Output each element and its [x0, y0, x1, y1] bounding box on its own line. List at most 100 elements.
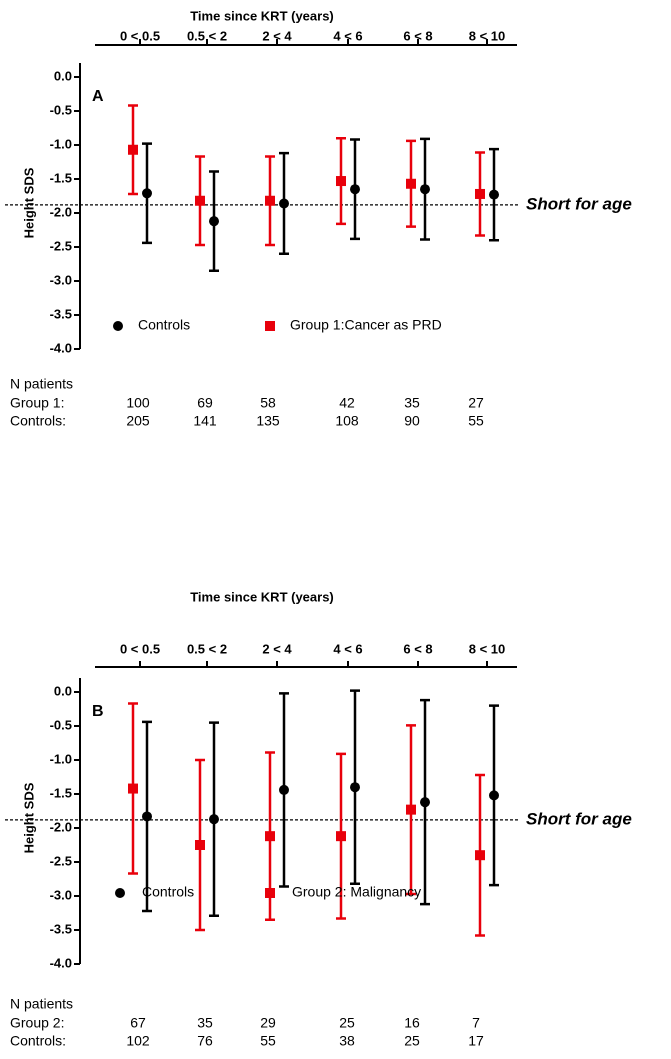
table-cell: 108 — [335, 413, 359, 429]
point — [350, 782, 360, 793]
y-tick-label: -1.5 — [50, 785, 72, 800]
y-tick-label: -1.5 — [50, 170, 72, 185]
y-tick-label: -0.5 — [50, 102, 72, 117]
table-row-label: Group 1: — [10, 395, 64, 411]
point — [489, 189, 499, 200]
legend-label: Group 2: Malignancy — [292, 884, 421, 900]
y-tick-label: -2.5 — [50, 238, 72, 253]
y-tick-label: -2.5 — [50, 853, 72, 868]
x-tick-label: 8 < 10 — [469, 641, 506, 656]
table-cell: 38 — [339, 1033, 355, 1049]
point — [195, 195, 205, 206]
legend-label: Group 1:Cancer as PRD — [290, 317, 442, 333]
table-cell: 16 — [404, 1015, 420, 1031]
table-cell: 102 — [126, 1033, 150, 1049]
y-tick-label: -4.0 — [50, 340, 72, 355]
y-axis-title: Height SDS — [21, 782, 36, 853]
y-tick-label: -3.0 — [50, 272, 72, 287]
table-cell: 76 — [197, 1033, 213, 1049]
y-axis-title: Height SDS — [21, 167, 36, 238]
reference-label: Short for age — [526, 809, 632, 828]
x-tick-label: 0 < 0.5 — [120, 641, 160, 656]
point — [128, 783, 138, 794]
table-row-label: Controls: — [10, 1033, 66, 1049]
legend-label: Controls — [142, 884, 194, 900]
table-cell: 90 — [404, 413, 420, 429]
y-tick-label: -2.0 — [50, 819, 72, 834]
y-tick-label: -3.5 — [50, 306, 72, 321]
y-tick-label: -0.5 — [50, 717, 72, 732]
table-cell: 42 — [339, 395, 355, 411]
point — [265, 195, 275, 206]
table-row-label: Group 2: — [10, 1015, 64, 1031]
x-tick-label: 0.5 < 2 — [187, 641, 227, 656]
reference-label: Short for age — [526, 194, 632, 213]
point — [475, 850, 485, 861]
x-tick-label: 2 < 4 — [262, 28, 292, 43]
point — [142, 811, 152, 822]
point — [489, 790, 499, 801]
y-tick-label: -1.0 — [50, 751, 72, 766]
point — [336, 176, 346, 187]
table-row-label: Controls: — [10, 413, 66, 429]
y-tick-label: -2.0 — [50, 204, 72, 219]
table-cell: 25 — [404, 1033, 420, 1049]
x-tick-label: 8 < 10 — [469, 28, 506, 43]
point — [420, 184, 430, 195]
y-tick-label: -3.0 — [50, 887, 72, 902]
x-tick-label: 4 < 6 — [333, 28, 362, 43]
table-cell: 55 — [468, 413, 484, 429]
x-tick-label: 6 < 8 — [403, 641, 432, 656]
table-cell: 35 — [197, 1015, 213, 1031]
table-cell: 27 — [468, 395, 484, 411]
point — [279, 784, 289, 795]
legend-marker — [113, 321, 123, 331]
x-tick-label: 0 < 0.5 — [120, 28, 160, 43]
table-cell: 67 — [130, 1015, 146, 1031]
table-cell: 205 — [126, 413, 150, 429]
point — [195, 840, 205, 850]
point — [209, 216, 219, 227]
point — [265, 831, 275, 842]
point — [128, 144, 138, 155]
legend-marker — [115, 888, 125, 898]
x-tick-label: 6 < 8 — [403, 28, 432, 43]
point — [336, 831, 346, 842]
x-tick-label: 2 < 4 — [262, 641, 292, 656]
table-cell: 55 — [260, 1033, 276, 1049]
point — [475, 188, 485, 199]
legend-marker — [265, 321, 275, 331]
x-tick-label: 0.5 < 2 — [187, 28, 227, 43]
y-tick-label: 0.0 — [54, 683, 72, 698]
table-title: N patients — [10, 996, 73, 1012]
y-tick-label: -4.0 — [50, 955, 72, 970]
legend-label: Controls — [138, 317, 190, 333]
point — [209, 814, 219, 825]
table-cell: 100 — [126, 395, 150, 411]
table-cell: 29 — [260, 1015, 276, 1031]
point — [406, 178, 416, 189]
y-tick-label: -1.0 — [50, 136, 72, 151]
table-cell: 7 — [472, 1015, 480, 1031]
table-title: N patients — [10, 376, 73, 392]
point — [142, 188, 152, 199]
table-cell: 17 — [468, 1033, 484, 1049]
point — [279, 198, 289, 209]
panel-label: B — [92, 703, 104, 720]
x-axis-title: Time since KRT (years) — [190, 8, 334, 23]
table-cell: 141 — [193, 413, 217, 429]
point — [406, 804, 416, 815]
y-tick-label: 0.0 — [54, 68, 72, 83]
table-cell: 135 — [256, 413, 280, 429]
point — [350, 184, 360, 195]
legend-marker — [265, 888, 275, 898]
panel-label: A — [92, 88, 104, 105]
y-tick-label: -3.5 — [50, 921, 72, 936]
x-axis-title: Time since KRT (years) — [190, 589, 334, 604]
table-cell: 58 — [260, 395, 276, 411]
point — [420, 797, 430, 808]
x-tick-label: 4 < 6 — [333, 641, 362, 656]
table-cell: 25 — [339, 1015, 355, 1031]
